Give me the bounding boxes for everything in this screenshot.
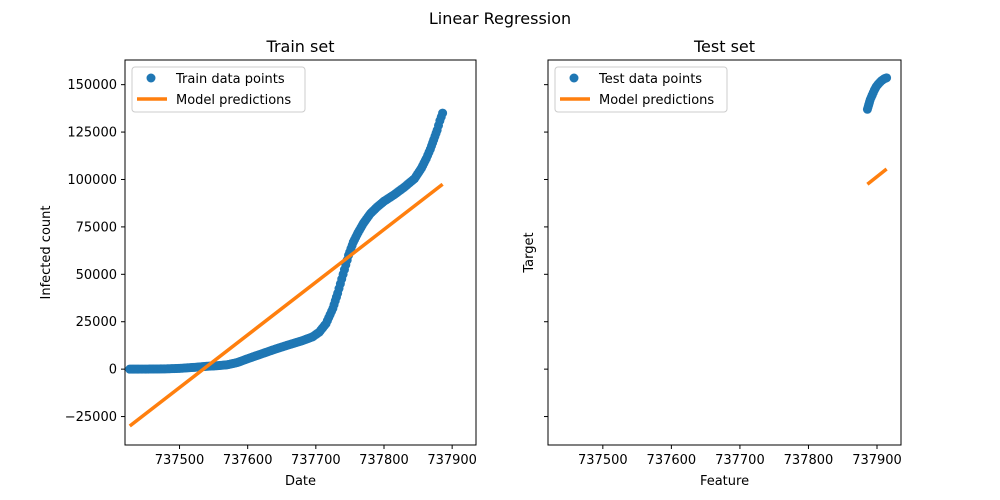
- x-tick-label: 737700: [715, 453, 765, 468]
- panel-test: Test set 737500 737600 737700 737800 737900 Fe…: [522, 37, 902, 489]
- y-tick-label: 0: [109, 363, 117, 378]
- panel-train: Train set 737500 737600 737700 737800 737900 −…: [39, 37, 477, 489]
- y-tick-label: −25000: [65, 410, 117, 425]
- y-tick-label: 125000: [67, 126, 117, 141]
- panel-title: Test set: [693, 37, 755, 56]
- legend: Test data points Model predictions: [554, 66, 728, 113]
- series-points: [862, 73, 892, 114]
- plot-area: [862, 73, 892, 186]
- y-tick-label: 25000: [76, 315, 117, 330]
- legend-entry-points: Test data points: [598, 72, 702, 87]
- x-tick-label: 737900: [852, 453, 902, 468]
- data-point: [438, 108, 448, 118]
- y-axis-label: Target: [522, 232, 537, 273]
- legend-marker-points: [569, 73, 579, 83]
- x-tick-label: 737500: [155, 453, 205, 468]
- x-tick-label: 737700: [291, 453, 341, 468]
- legend-box: [131, 66, 306, 113]
- x-tick-label: 737600: [223, 453, 273, 468]
- x-tick-label: 737900: [427, 453, 477, 468]
- model-line: [866, 167, 888, 186]
- legend-entry-points: Train data points: [175, 72, 285, 87]
- y-tick-label: 50000: [76, 268, 117, 283]
- model-line: [128, 182, 444, 428]
- x-tick-label: 737500: [578, 453, 628, 468]
- axes-frame: [547, 59, 902, 446]
- series-points: [125, 108, 448, 374]
- data-point: [882, 73, 892, 83]
- axes-frame: [124, 59, 477, 446]
- y-tick-label: 100000: [67, 173, 117, 188]
- panels: Train set 737500 737600 737700 737800 737900 −…: [39, 37, 902, 489]
- y-tick-label: 75000: [76, 220, 117, 235]
- legend-marker-points: [146, 73, 156, 83]
- x-tick-label: 737800: [784, 453, 834, 468]
- plot-area: [125, 108, 448, 428]
- y-axis-label: Infected count: [39, 206, 54, 300]
- legend-box: [554, 66, 728, 113]
- y-tick-label: 150000: [67, 78, 117, 93]
- x-tick-label: 737800: [359, 453, 409, 468]
- x-tick-label: 737600: [647, 453, 697, 468]
- x-axis-label: Feature: [700, 474, 749, 489]
- panel-title: Train set: [266, 37, 335, 56]
- legend-entry-line: Model predictions: [599, 93, 714, 108]
- x-axis-label: Date: [285, 474, 316, 489]
- legend: Train data points Model predictions: [131, 66, 306, 113]
- figure-title: Linear Regression: [429, 9, 571, 28]
- legend-entry-line: Model predictions: [176, 93, 291, 108]
